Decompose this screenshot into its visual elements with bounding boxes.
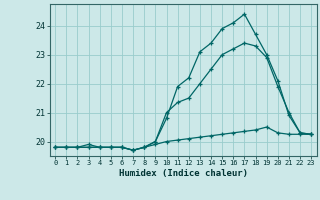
X-axis label: Humidex (Indice chaleur): Humidex (Indice chaleur)	[119, 169, 248, 178]
